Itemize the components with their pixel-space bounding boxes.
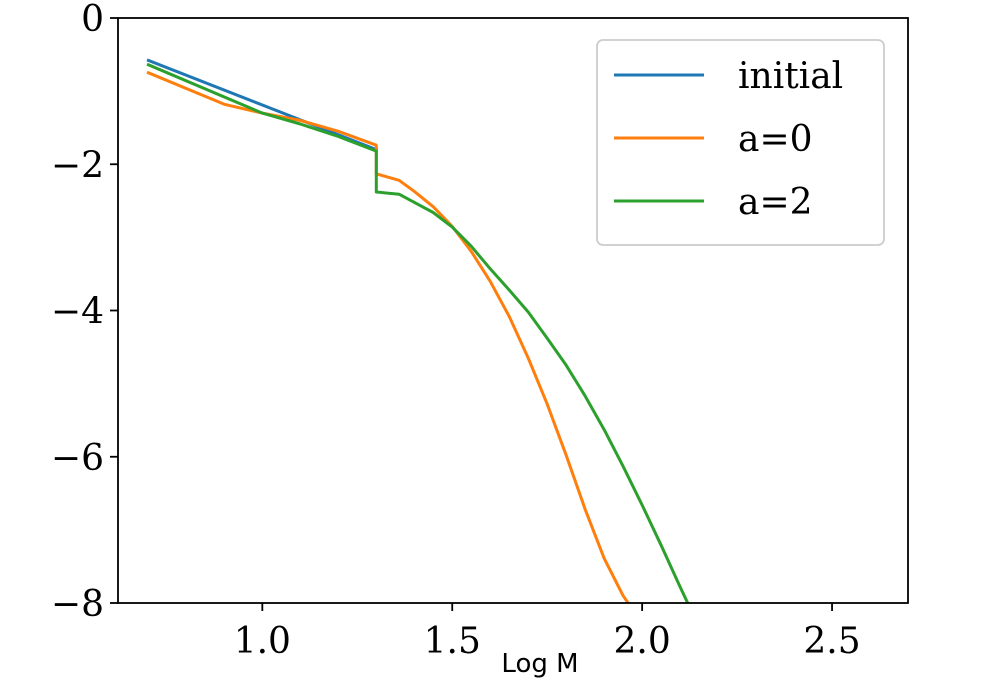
series-line-a-2 xyxy=(146,62,690,603)
series-line-a-0 xyxy=(146,70,630,603)
legend-label: a=2 xyxy=(738,182,813,223)
y-tick-label: 0 xyxy=(81,0,104,40)
legend: initial a=0 a=2 xyxy=(596,39,885,246)
y-tick-label: −2 xyxy=(51,145,104,186)
legend-label: initial xyxy=(738,56,843,97)
x-tick-label: 1.0 xyxy=(234,621,291,662)
x-axis-label: Log M xyxy=(501,649,578,679)
x-axis: 1.0 1.5 2.0 2.5 xyxy=(234,603,861,662)
legend-box xyxy=(596,39,885,246)
y-tick-label: −6 xyxy=(51,438,104,479)
x-tick-label: 1.5 xyxy=(424,621,481,662)
series-line-initial xyxy=(146,58,379,152)
x-tick-label: 2.5 xyxy=(803,621,860,662)
y-tick-label: −8 xyxy=(51,584,104,625)
series-layer xyxy=(146,58,690,603)
y-tick-label: −4 xyxy=(51,292,104,333)
x-tick-label: 2.0 xyxy=(614,621,671,662)
y-axis: 0 −2 −4 −6 −8 xyxy=(51,0,118,625)
legend-label: a=0 xyxy=(738,119,813,160)
